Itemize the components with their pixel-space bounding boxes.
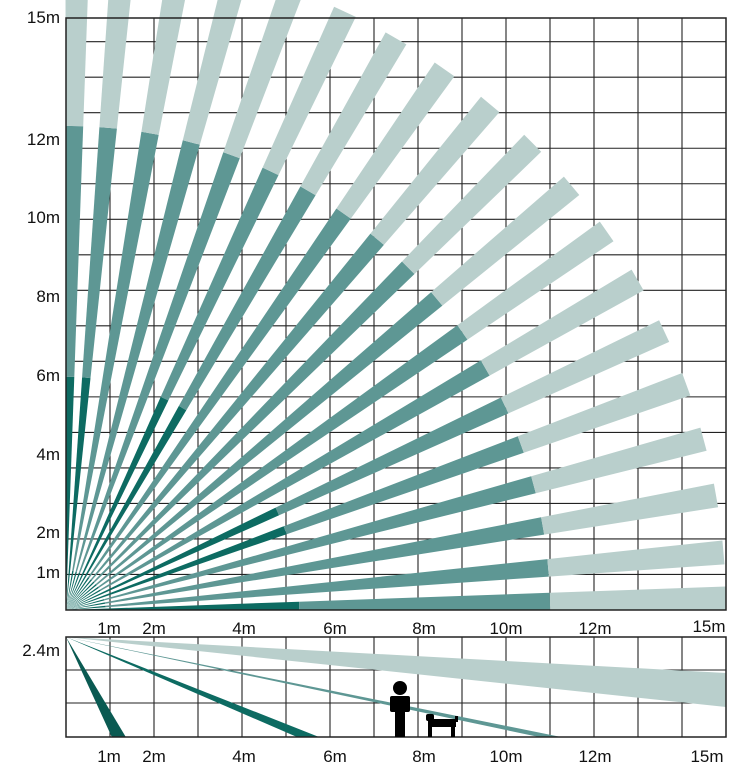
side-view-beams bbox=[66, 637, 726, 737]
top-view-frame bbox=[65, 17, 727, 611]
side-x-label-15m: 15m bbox=[690, 747, 723, 766]
top-view-beams bbox=[65, 0, 727, 611]
beam-17-light-segment bbox=[547, 540, 725, 577]
beam-11-light-segment bbox=[457, 221, 614, 340]
beam-9-dark-segment bbox=[66, 581, 95, 610]
beam-7-dark-segment bbox=[66, 577, 90, 610]
side-beam-mid bbox=[66, 637, 561, 737]
side-x-label-4m: 4m bbox=[232, 747, 256, 766]
beam-3-light-segment bbox=[182, 0, 242, 145]
top-view-panel: 15m 12m 10m 8m 6m 4m 2m 1m 1m 2m 4m 6m 8… bbox=[27, 0, 727, 638]
beam-13-dark-segment bbox=[66, 507, 280, 610]
beam-6-mid-segment bbox=[178, 186, 316, 411]
side-view-panel: 2.4m 1m 2m 4m 6m 8m 10m 12m 15m bbox=[22, 636, 727, 766]
beam-18-dark-segment bbox=[66, 601, 300, 611]
top-x-axis-labels: 1m 2m 4m 6m 8m 10m 12m 15m bbox=[97, 617, 725, 638]
top-x-label-1m: 1m bbox=[97, 619, 121, 638]
beam-8-mid-segment bbox=[90, 233, 384, 581]
beam-11-dark-segment bbox=[66, 586, 99, 610]
beam-16-light-segment bbox=[541, 483, 719, 535]
beam-9-mid-segment bbox=[93, 261, 415, 583]
beam-12-mid-segment bbox=[99, 360, 490, 591]
beam-15-mid-segment bbox=[104, 476, 536, 601]
beam-4-dark-segment bbox=[66, 572, 81, 610]
top-x-label-15m: 15m bbox=[692, 617, 725, 636]
beam-13-mid-segment bbox=[275, 397, 509, 516]
beam-13-light-segment bbox=[500, 320, 670, 414]
side-x-axis-labels: 1m 2m 4m 6m 8m 10m 12m 15m bbox=[97, 747, 723, 766]
beam-2-dark-segment bbox=[66, 570, 74, 610]
top-x-label-12m: 12m bbox=[578, 619, 611, 638]
beam-8-dark-segment bbox=[66, 579, 92, 610]
side-beam-darkest bbox=[66, 637, 126, 737]
top-x-label-8m: 8m bbox=[412, 619, 436, 638]
beam-1-dark-segment bbox=[66, 377, 91, 610]
beam-18-light-segment bbox=[549, 586, 727, 611]
beam-12-dark-segment bbox=[66, 589, 101, 610]
y-label-6m: 6m bbox=[36, 366, 60, 385]
dog-icon bbox=[426, 714, 458, 737]
beam-12-light-segment bbox=[480, 269, 644, 376]
beam-7-mid-segment bbox=[88, 208, 351, 578]
beam-5-dark-segment bbox=[66, 396, 169, 610]
y-axis-labels: 15m 12m 10m 8m 6m 4m 2m 1m bbox=[27, 8, 60, 582]
beam-5-mid-segment bbox=[160, 167, 279, 401]
beam-10-dark-segment bbox=[66, 584, 97, 610]
beam-7-light-segment bbox=[336, 62, 455, 219]
beam-10-light-segment bbox=[431, 176, 580, 306]
beam-15-light-segment bbox=[531, 427, 707, 494]
beam-11-mid-segment bbox=[98, 325, 468, 588]
beam-3-dark-segment bbox=[66, 571, 77, 610]
beam-8-light-segment bbox=[370, 96, 500, 245]
y-label-12m: 12m bbox=[27, 130, 60, 149]
beam-15-dark-segment bbox=[66, 599, 105, 610]
beam-1-light-segment bbox=[99, 0, 131, 129]
beam-2-light-segment bbox=[141, 0, 186, 135]
top-x-label-10m: 10m bbox=[489, 619, 522, 638]
top-x-label-6m: 6m bbox=[323, 619, 347, 638]
beam-16-dark-segment bbox=[66, 602, 106, 610]
beam-17-dark-segment bbox=[66, 605, 106, 610]
side-x-label-12m: 12m bbox=[578, 747, 611, 766]
beam-2-mid-segment bbox=[72, 131, 159, 572]
y-label-15m: 15m bbox=[27, 8, 60, 27]
side-beam-dark bbox=[66, 637, 319, 737]
beam-6-light-segment bbox=[300, 32, 407, 196]
side-beam-light bbox=[66, 637, 726, 707]
top-x-label-2m: 2m bbox=[142, 619, 166, 638]
side-x-label-1m: 1m bbox=[97, 747, 121, 766]
beam-16-mid-segment bbox=[104, 517, 545, 604]
y-label-4m: 4m bbox=[36, 445, 60, 464]
beam-0-dark-segment bbox=[65, 376, 75, 610]
beam-17-mid-segment bbox=[105, 559, 549, 608]
side-x-label-2m: 2m bbox=[142, 747, 166, 766]
beam-0-mid-segment bbox=[65, 125, 84, 377]
side-x-label-8m: 8m bbox=[412, 747, 436, 766]
top-x-label-4m: 4m bbox=[232, 619, 256, 638]
beam-14-dark-segment bbox=[66, 526, 287, 610]
beam-4-mid-segment bbox=[78, 152, 240, 573]
mount-height-label: 2.4m bbox=[22, 641, 60, 660]
beam-10-mid-segment bbox=[95, 292, 443, 586]
beam-0-light-segment bbox=[65, 0, 88, 127]
beam-3-mid-segment bbox=[75, 140, 200, 572]
y-label-2m: 2m bbox=[36, 523, 60, 542]
y-label-8m: 8m bbox=[36, 287, 60, 306]
beam-14-mid-segment bbox=[283, 436, 524, 535]
person-icon bbox=[390, 681, 410, 737]
beam-14-light-segment bbox=[517, 373, 691, 453]
beam-6-dark-segment bbox=[66, 405, 187, 610]
side-x-label-6m: 6m bbox=[323, 747, 347, 766]
beam-1-mid-segment bbox=[82, 127, 117, 379]
y-label-10m: 10m bbox=[27, 208, 60, 227]
beam-4-light-segment bbox=[223, 0, 301, 159]
beam-5-light-segment bbox=[262, 6, 356, 176]
side-x-label-10m: 10m bbox=[489, 747, 522, 766]
beam-9-light-segment bbox=[402, 134, 542, 274]
y-label-1m: 1m bbox=[36, 563, 60, 582]
beam-18-mid-segment bbox=[299, 592, 551, 611]
